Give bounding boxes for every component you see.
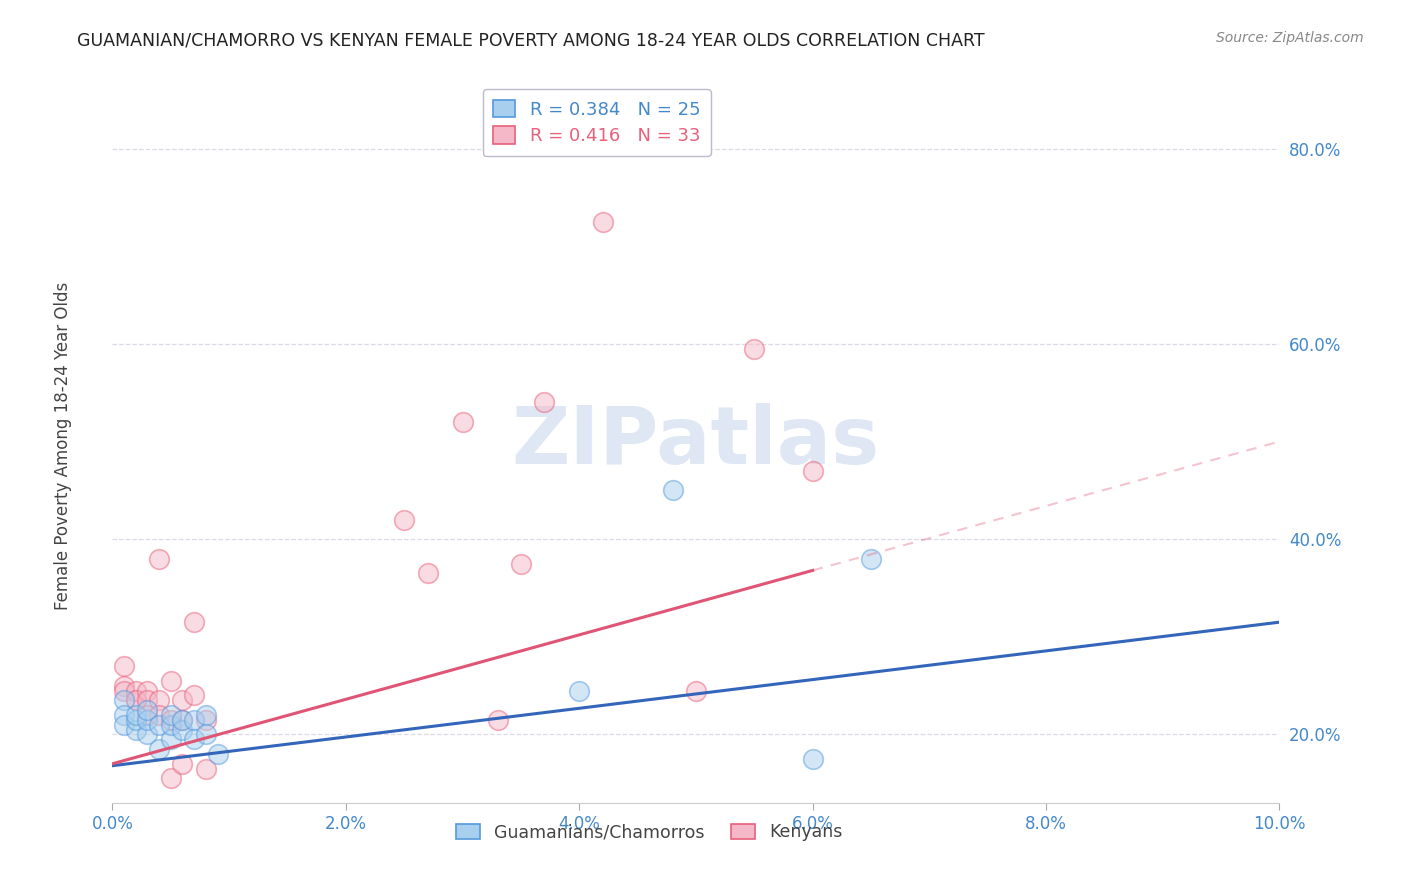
Point [509,557,531,571]
Point [160,673,183,688]
Point [160,732,183,747]
Point [194,762,217,776]
Point [183,615,205,630]
Point [183,732,205,747]
Point [801,464,824,478]
Point [125,707,148,722]
Point [486,713,509,727]
Text: Female Poverty Among 18-24 Year Olds: Female Poverty Among 18-24 Year Olds [55,282,72,610]
Point [742,342,765,356]
Point [194,713,217,727]
Point [172,723,194,737]
Point [148,551,170,566]
Point [661,483,683,498]
Point [685,683,707,698]
Point [148,707,170,722]
Legend: Guamanians/Chamorros, Kenyans: Guamanians/Chamorros, Kenyans [449,816,849,848]
Text: GUAMANIAN/CHAMORRO VS KENYAN FEMALE POVERTY AMONG 18-24 YEAR OLDS CORRELATION CH: GUAMANIAN/CHAMORRO VS KENYAN FEMALE POVE… [77,31,986,49]
Point [112,679,135,693]
Point [183,713,205,727]
Point [136,713,159,727]
Point [172,713,194,727]
Point [148,717,170,731]
Point [112,707,135,722]
Point [194,707,217,722]
Point [136,683,159,698]
Point [183,689,205,703]
Point [112,659,135,673]
Point [194,727,217,741]
Point [160,713,183,727]
Point [207,747,229,761]
Point [148,742,170,756]
Point [136,693,159,707]
Point [160,707,183,722]
Point [112,683,135,698]
Point [160,717,183,731]
Point [533,395,555,409]
Point [207,874,229,888]
Point [568,683,591,698]
Point [394,513,416,527]
Point [125,723,148,737]
Point [172,713,194,727]
Point [592,215,614,229]
Point [136,703,159,717]
Point [112,717,135,731]
Text: ZIPatlas: ZIPatlas [512,402,880,481]
Point [125,683,148,698]
Point [148,693,170,707]
Point [451,415,474,429]
Point [860,551,883,566]
Point [801,752,824,766]
Point [172,756,194,771]
Point [416,566,439,581]
Point [125,693,148,707]
Point [125,713,148,727]
Point [136,727,159,741]
Point [125,693,148,707]
Text: Source: ZipAtlas.com: Source: ZipAtlas.com [1216,31,1364,45]
Point [172,693,194,707]
Point [136,707,159,722]
Point [112,693,135,707]
Point [160,772,183,786]
